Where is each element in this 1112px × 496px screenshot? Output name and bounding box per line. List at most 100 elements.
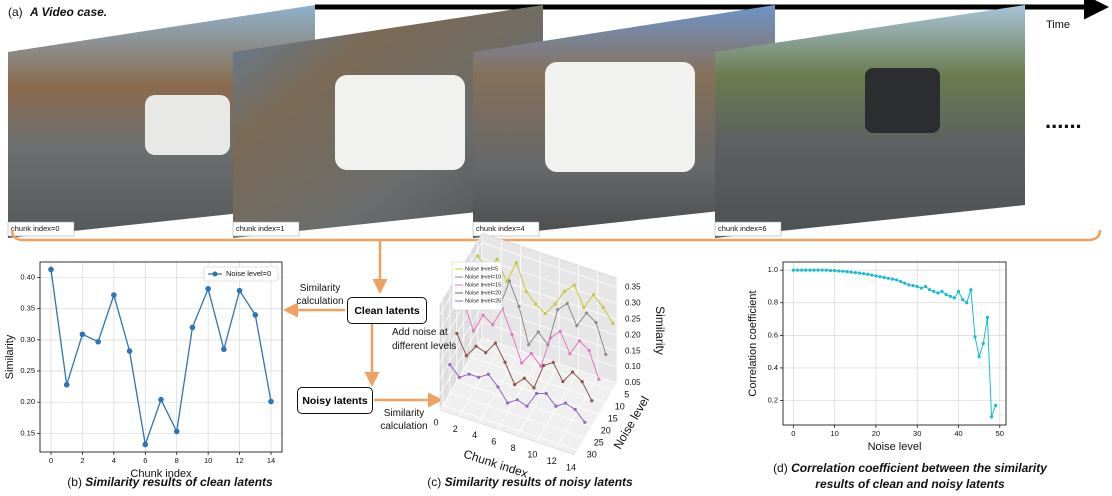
legend-label: Noise level=10 [465, 274, 501, 280]
data-point [878, 275, 881, 278]
data-point [532, 386, 535, 389]
y-tick-label: 0.8 [768, 298, 778, 307]
y-tick-label: 0.15 [20, 428, 35, 437]
data-point [841, 270, 844, 273]
bracket [12, 230, 1100, 240]
data-point [574, 408, 577, 411]
data-point [592, 293, 595, 296]
y-tick-label: 0.20 [625, 330, 641, 339]
data-point [911, 284, 914, 287]
x-tick-label: 4 [472, 430, 477, 440]
data-point [611, 322, 614, 325]
data-point [837, 269, 840, 272]
caption-text: Similarity results of clean latents [85, 475, 272, 489]
frame-label: chunk index=1 [236, 224, 285, 233]
z-tick-label: 15 [608, 414, 618, 424]
data-point [458, 376, 461, 379]
x-tick-label: 12 [547, 456, 557, 466]
data-point [874, 274, 877, 277]
data-point [564, 402, 567, 405]
caption: (b) Similarity results of clean latents [40, 474, 300, 490]
data-point [566, 302, 569, 305]
x-tick-label: 8 [175, 456, 179, 465]
car [865, 68, 940, 133]
data-point [953, 296, 956, 299]
frame-label: chunk index=0 [11, 224, 60, 233]
data-point [221, 346, 227, 352]
caption-text: Correlation coefficient between the simi… [791, 461, 1047, 491]
data-point [800, 269, 803, 272]
data-point [895, 278, 898, 281]
data-point [585, 311, 588, 314]
data-point [520, 361, 523, 364]
data-point [887, 277, 890, 280]
data-point [928, 288, 931, 291]
data-point [496, 385, 499, 388]
data-point [858, 271, 861, 274]
time-label: Time [1046, 19, 1070, 31]
data-point [545, 392, 548, 395]
x-tick-label: 4 [112, 456, 116, 465]
caption-text: Similarity results of noisy latents [445, 475, 633, 489]
caption: (c) Similarity results of noisy latents [400, 474, 660, 490]
data-point [588, 349, 591, 352]
data-point [517, 305, 520, 308]
data-point [80, 331, 86, 337]
data-point [503, 361, 506, 364]
data-point [907, 283, 910, 286]
data-point [553, 302, 556, 305]
data-point [467, 373, 470, 376]
diagram-label: Similarity calculation [368, 407, 440, 433]
data-point [940, 290, 943, 293]
data-point [64, 382, 70, 388]
data-point [525, 405, 528, 408]
x-tick-label: 20 [872, 429, 880, 438]
legend-label: Noise level=0 [226, 269, 271, 278]
data-point [563, 290, 566, 293]
y-tick-label: 0.25 [20, 366, 35, 375]
y-tick-label: 0.4 [768, 363, 778, 372]
data-point [602, 306, 605, 309]
legend-label: Noise level=25 [465, 298, 501, 304]
x-tick-label: 2 [453, 424, 458, 434]
data-point [916, 285, 919, 288]
data-point [491, 323, 494, 326]
data-point [575, 324, 578, 327]
data-point [552, 361, 555, 364]
plot-area [40, 262, 282, 452]
data-point [537, 330, 540, 333]
data-point [142, 442, 148, 448]
x-tick-label: 6 [143, 456, 147, 465]
data-point [978, 355, 981, 358]
y-tick-label: 0.10 [625, 362, 641, 371]
data-point [573, 283, 576, 286]
data-point [556, 308, 559, 311]
data-point [494, 342, 497, 345]
x-tick-label: 40 [954, 429, 962, 438]
data-point [965, 301, 968, 304]
car [545, 62, 695, 172]
z-tick-label: 30 [587, 450, 597, 460]
y-tick-label: 0.35 [20, 304, 35, 313]
data-point [510, 333, 513, 336]
x-tick-label: 8 [511, 443, 516, 453]
data-point [932, 290, 935, 293]
data-point [833, 269, 836, 272]
x-tick-label: 6 [491, 437, 496, 447]
figure: (a) A Video case. Time chunk index=0 chu… [0, 0, 1112, 496]
data-point [957, 290, 960, 293]
data-point [516, 398, 519, 401]
diagram-label: Similarity calculation [283, 282, 357, 308]
legend-label: Noise level=20 [465, 290, 501, 296]
z-tick-label: 10 [615, 402, 625, 412]
data-point [590, 399, 593, 402]
data-point [508, 279, 511, 282]
car [335, 75, 465, 170]
data-point [524, 290, 527, 293]
node-box: Noisy latents [297, 387, 373, 414]
caption-label: (c) [427, 475, 441, 489]
data-point [554, 405, 557, 408]
data-point [581, 380, 584, 383]
node-box: Clean latents [347, 297, 427, 324]
data-point [986, 316, 989, 319]
